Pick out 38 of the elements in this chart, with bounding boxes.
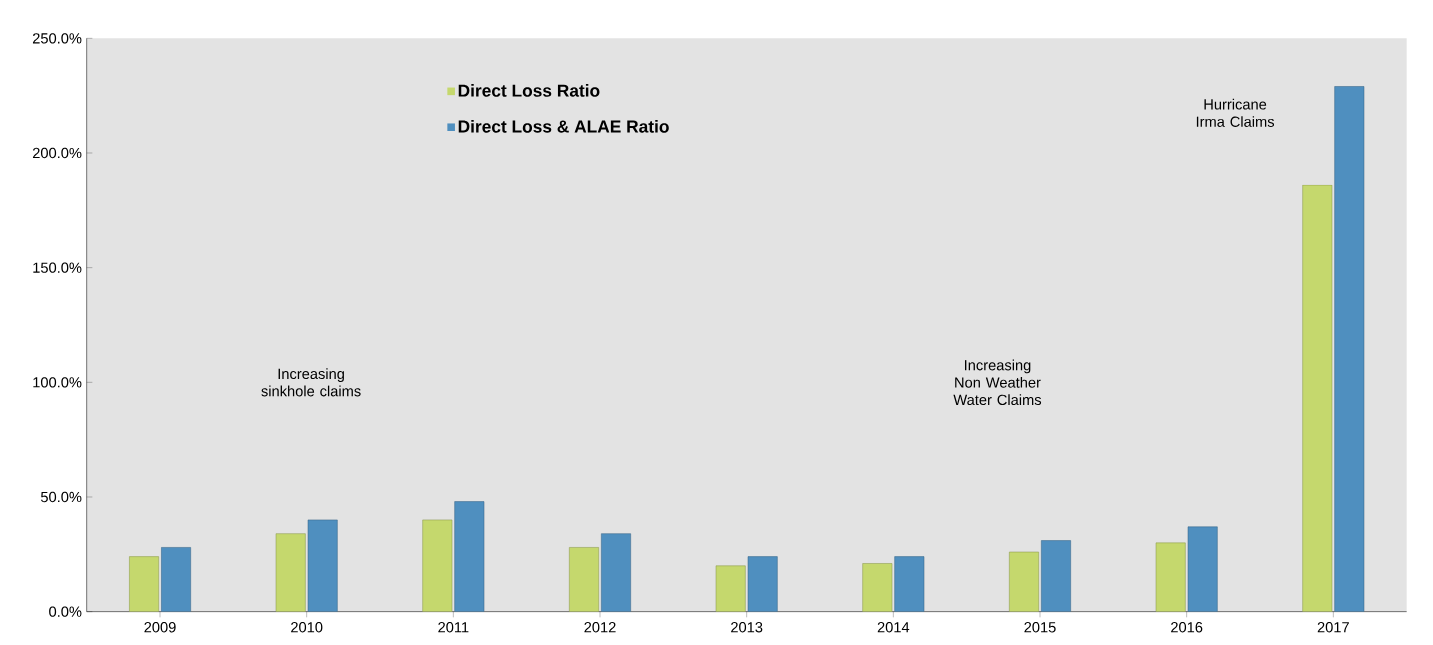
- y-tick-label: 100.0%: [33, 377, 82, 388]
- x-tick-label: 2011: [438, 622, 469, 633]
- y-tick-label: 250.0%: [32, 33, 82, 44]
- x-tick-label: 2014: [877, 622, 910, 633]
- bar: [307, 519, 338, 612]
- y-tick-label: 200.0%: [32, 147, 82, 159]
- bar: [161, 547, 191, 612]
- bar: [454, 501, 485, 612]
- y-tick-label: 0.0%: [49, 606, 82, 617]
- bar: [1302, 184, 1333, 612]
- bar: [129, 556, 159, 612]
- bar: [1041, 540, 1071, 612]
- bar: [862, 563, 893, 612]
- x-tick-label: 2013: [731, 622, 763, 633]
- y-tick-label: 50.0%: [40, 491, 82, 503]
- bar: [601, 533, 631, 612]
- bar: [1187, 526, 1218, 612]
- legend-label: Direct Loss & ALAE Ratio: [458, 119, 669, 133]
- x-tick-label: 2016: [1171, 622, 1203, 633]
- annotation: Hurricane Irma Claims: [1196, 98, 1275, 127]
- bar: [569, 547, 599, 612]
- bar: [715, 565, 746, 612]
- y-tick-label: 150.0%: [33, 262, 82, 273]
- x-tick-label: 2009: [144, 622, 176, 633]
- annotation: Increasing sinkhole claims: [261, 368, 361, 397]
- bar: [1009, 551, 1039, 612]
- legend-label: Direct Loss Ratio: [458, 84, 600, 97]
- bar: [894, 556, 925, 612]
- bar: [422, 519, 453, 612]
- bar: [747, 556, 778, 612]
- bar: [1334, 86, 1365, 612]
- x-tick-label: 2010: [291, 622, 323, 633]
- bar: [1155, 542, 1186, 612]
- x-tick-label: 2017: [1317, 622, 1349, 633]
- annotation: Increasing Non Weather Water Claims: [953, 359, 1042, 406]
- x-tick-label: 2012: [584, 622, 616, 633]
- x-tick-label: 2015: [1024, 622, 1056, 633]
- bar: [275, 533, 306, 612]
